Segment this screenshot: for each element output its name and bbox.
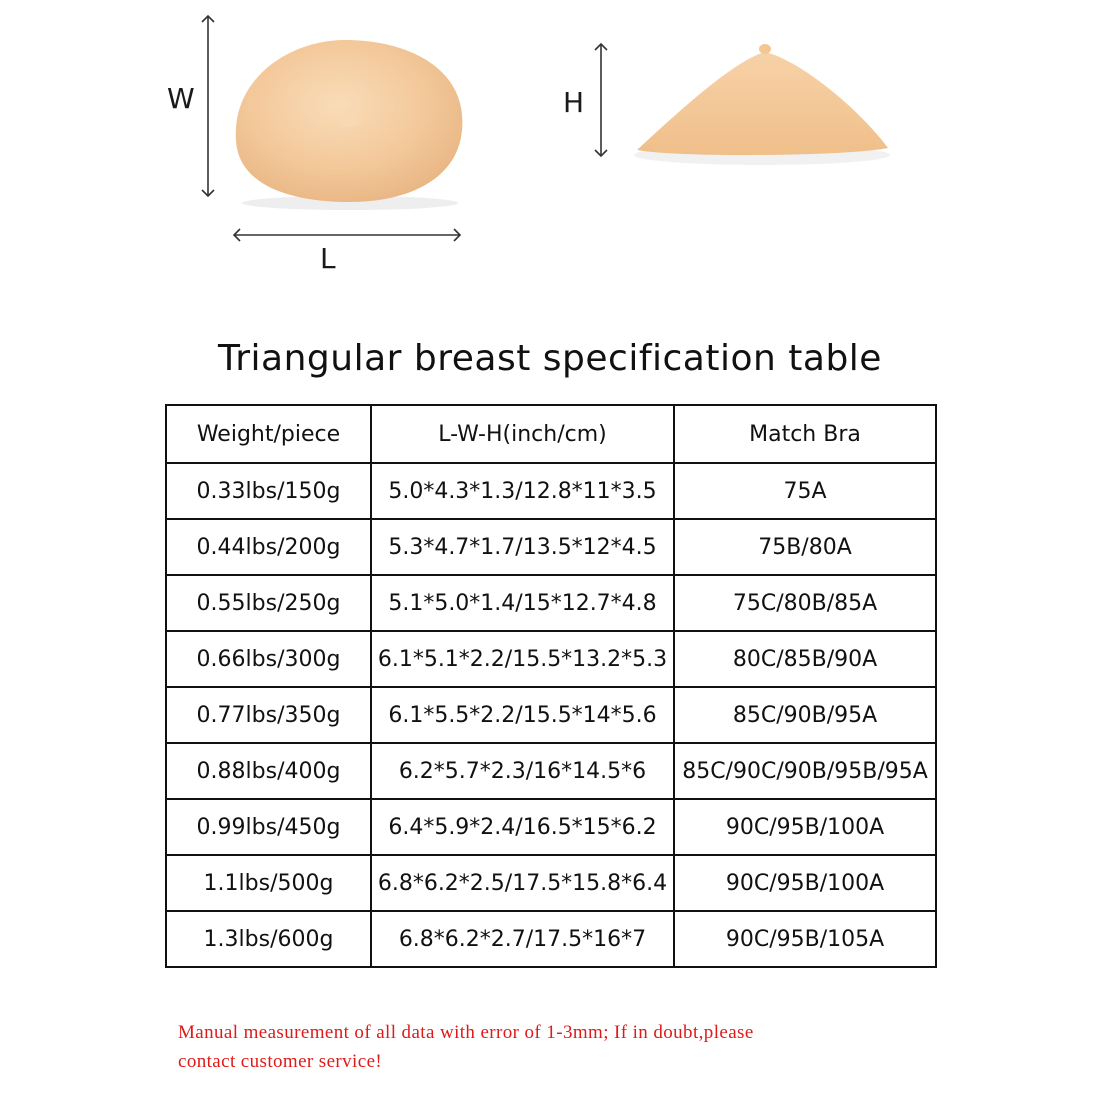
cell-dimensions: 6.1*5.1*2.2/15.5*13.2*5.3 [370, 630, 675, 688]
table-row: 0.55lbs/250g 5.1*5.0*1.4/15*12.7*4.8 75C/8… [165, 574, 937, 632]
note-line-1: Manual measurement of all data with erro… [178, 1022, 754, 1043]
cell-match-bra: 85C/90C/90B/95B/95A [673, 742, 937, 800]
header-weight: Weight/piece [165, 404, 372, 464]
cell-match-bra: 90C/95B/105A [673, 910, 937, 968]
product-diagram [201, 14, 890, 242]
cell-match-bra: 75A [673, 462, 937, 520]
cell-weight: 0.44lbs/200g [165, 518, 372, 576]
table-header-row: Weight/piece L-W-H(inch/cm) Match Bra [165, 404, 937, 464]
cell-dimensions: 6.4*5.9*2.4/16.5*15*6.2 [370, 798, 675, 856]
cell-match-bra: 75B/80A [673, 518, 937, 576]
cell-dimensions: 6.2*5.7*2.3/16*14.5*6 [370, 742, 675, 800]
page-title: Triangular breast specification table [218, 338, 882, 379]
note-line-2: contact customer service! [178, 1051, 383, 1072]
height-label: H [563, 86, 585, 119]
spec-table: Weight/piece L-W-H(inch/cm) Match Bra 0.… [165, 404, 937, 968]
cell-weight: 0.77lbs/350g [165, 686, 372, 744]
front-view-shape [235, 40, 463, 210]
table-row: 0.77lbs/350g 6.1*5.5*2.2/15.5*14*5.6 85C/9… [165, 686, 937, 744]
cell-weight: 0.55lbs/250g [165, 574, 372, 632]
width-label: W [167, 82, 195, 115]
cell-dimensions: 6.8*6.2*2.7/17.5*16*7 [370, 910, 675, 968]
cell-dimensions: 6.8*6.2*2.5/17.5*15.8*6.4 [370, 854, 675, 912]
cell-weight: 0.88lbs/400g [165, 742, 372, 800]
table-row: 0.33lbs/150g 5.0*4.3*1.3/12.8*11*3.5 75A [165, 462, 937, 520]
cell-match-bra: 90C/95B/100A [673, 798, 937, 856]
cell-weight: 1.1lbs/500g [165, 854, 372, 912]
cell-dimensions: 5.1*5.0*1.4/15*12.7*4.8 [370, 574, 675, 632]
side-view-shape [634, 44, 890, 165]
cell-weight: 0.99lbs/450g [165, 798, 372, 856]
cell-match-bra: 90C/95B/100A [673, 854, 937, 912]
cell-weight: 0.33lbs/150g [165, 462, 372, 520]
cell-match-bra: 85C/90B/95A [673, 686, 937, 744]
cell-weight: 0.66lbs/300g [165, 630, 372, 688]
cell-weight: 1.3lbs/600g [165, 910, 372, 968]
header-match-bra: Match Bra [673, 404, 937, 464]
cell-dimensions: 5.0*4.3*1.3/12.8*11*3.5 [370, 462, 675, 520]
cell-match-bra: 80C/85B/90A [673, 630, 937, 688]
cell-dimensions: 6.1*5.5*2.2/15.5*14*5.6 [370, 686, 675, 744]
table-row: 1.3lbs/600g 6.8*6.2*2.7/17.5*16*7 90C/95B/… [165, 910, 937, 968]
table-row: 0.44lbs/200g 5.3*4.7*1.7/13.5*12*4.5 75B/8… [165, 518, 937, 576]
table-row: 1.1lbs/500g 6.8*6.2*2.5/17.5*15.8*6.4 90C/… [165, 854, 937, 912]
table-row: 0.66lbs/300g 6.1*5.1*2.2/15.5*13.2*5.3 80C… [165, 630, 937, 688]
table-row: 0.99lbs/450g 6.4*5.9*2.4/16.5*15*6.2 90C/9… [165, 798, 937, 856]
cell-match-bra: 75C/80B/85A [673, 574, 937, 632]
length-label: L [320, 242, 336, 275]
table-row: 0.88lbs/400g 6.2*5.7*2.3/16*14.5*6 85C/90C… [165, 742, 937, 800]
cell-dimensions: 5.3*4.7*1.7/13.5*12*4.5 [370, 518, 675, 576]
header-dimensions: L-W-H(inch/cm) [370, 404, 675, 464]
measurement-note: Manual measurement of all data with erro… [178, 1018, 958, 1076]
